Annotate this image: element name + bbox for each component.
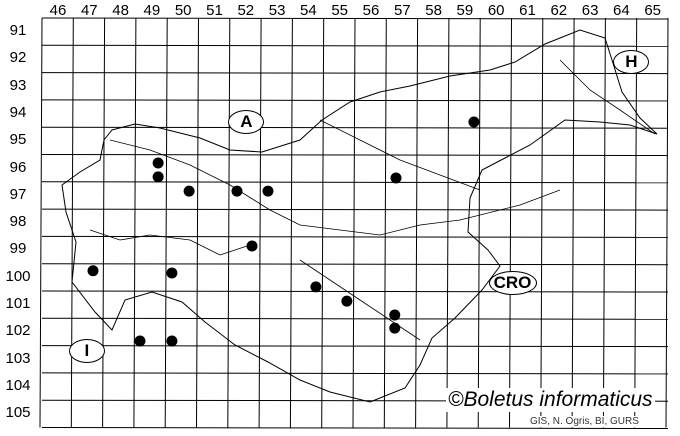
grid-line-vertical — [227, 17, 231, 428]
row-label: 104 — [5, 376, 31, 394]
row-label: 97 — [9, 185, 27, 203]
record-dot — [246, 240, 258, 252]
grid-line-vertical — [196, 17, 199, 428]
record-dot — [468, 116, 480, 128]
column-label: 62 — [550, 2, 568, 19]
source-text: GIS, N. Ogris, BI, GURS — [528, 416, 641, 427]
grid-line-horizontal — [41, 208, 669, 211]
copyright-text: ©Boletus informaticus — [446, 388, 655, 412]
row-label: 98 — [9, 213, 27, 231]
record-dot — [389, 322, 401, 334]
region-label: CRO — [488, 270, 537, 295]
column-label: 48 — [112, 2, 129, 19]
record-dot — [390, 172, 402, 184]
grid-line-vertical — [133, 17, 137, 428]
column-label: 49 — [143, 2, 161, 19]
column-label: 55 — [331, 2, 349, 19]
record-dot — [166, 267, 178, 279]
grid-line-horizontal — [41, 317, 669, 320]
grid-line-vertical — [39, 17, 43, 428]
record-dot — [87, 265, 99, 277]
column-label: 50 — [174, 2, 192, 19]
row-label: 103 — [5, 349, 31, 367]
record-dot — [262, 185, 274, 197]
column-label: 52 — [237, 2, 255, 19]
grid-line-horizontal — [41, 263, 669, 266]
grid-line-vertical — [383, 17, 387, 428]
grid-lines — [39, 17, 669, 429]
record-dot — [231, 185, 243, 197]
row-label: 92 — [9, 49, 27, 67]
grid-line-horizontal — [41, 235, 669, 238]
record-dot — [134, 335, 146, 347]
grid-line-vertical — [477, 17, 481, 428]
row-label: 96 — [9, 158, 27, 176]
row-label: 100 — [5, 267, 31, 285]
column-label: 65 — [644, 2, 662, 19]
row-label: 91 — [9, 22, 27, 39]
region-label: I — [68, 339, 105, 364]
grid-line-vertical — [164, 17, 168, 428]
record-dot — [341, 295, 353, 307]
grid-line-vertical — [571, 17, 575, 428]
grid-line-horizontal — [41, 44, 669, 47]
grid-line-horizontal — [41, 126, 669, 129]
row-label: 95 — [9, 131, 27, 149]
grid-line-vertical — [258, 17, 262, 428]
grid-line-vertical — [289, 17, 293, 428]
grid-line-vertical — [602, 17, 606, 428]
row-label: 99 — [9, 240, 27, 258]
grid-line-horizontal — [41, 372, 669, 375]
row-label: 93 — [9, 76, 27, 94]
record-dot — [389, 309, 401, 321]
column-label: 53 — [268, 2, 286, 19]
grid-line-horizontal — [41, 427, 669, 429]
column-label: 59 — [456, 2, 474, 19]
grid-line-vertical — [634, 17, 638, 428]
grid-line-horizontal — [41, 154, 669, 156]
grid-line-vertical — [540, 17, 544, 428]
grid-line-horizontal — [41, 72, 669, 75]
river — [89, 59, 656, 341]
column-label: 51 — [206, 2, 223, 19]
grid-line-horizontal — [41, 17, 669, 20]
column-label: 58 — [425, 2, 442, 19]
row-label: 101 — [5, 295, 31, 312]
grid-line-horizontal — [41, 290, 669, 293]
row-label: 94 — [9, 103, 27, 121]
grid-line-horizontal — [41, 345, 669, 348]
record-dot — [183, 185, 195, 197]
grid-line-vertical — [665, 17, 669, 428]
column-label: 46 — [49, 2, 67, 19]
column-label: 47 — [80, 2, 98, 19]
grid-line-vertical — [321, 17, 325, 428]
column-label: 63 — [581, 2, 599, 19]
column-label: 57 — [393, 2, 411, 19]
record-dot — [152, 171, 164, 183]
row-label: 105 — [5, 404, 31, 422]
grid-line-vertical — [509, 17, 512, 428]
record-dot — [166, 335, 178, 347]
column-label: 54 — [300, 2, 317, 19]
record-dots — [87, 116, 480, 347]
region-label: H — [613, 49, 650, 74]
column-label: 61 — [519, 2, 536, 19]
row-label: 102 — [5, 322, 31, 340]
grid-line-vertical — [352, 17, 356, 428]
country-border — [61, 29, 658, 403]
column-label: 60 — [487, 2, 505, 19]
record-dot — [152, 157, 164, 169]
record-dot — [310, 281, 322, 293]
grid-line-vertical — [102, 17, 106, 428]
column-label: 56 — [362, 2, 380, 19]
grid-line-horizontal — [41, 181, 669, 184]
column-label: 64 — [613, 2, 630, 19]
grid-line-vertical — [415, 17, 419, 428]
grid-line-vertical — [446, 17, 450, 428]
grid-line-vertical — [70, 17, 74, 428]
region-label: A — [228, 109, 265, 134]
